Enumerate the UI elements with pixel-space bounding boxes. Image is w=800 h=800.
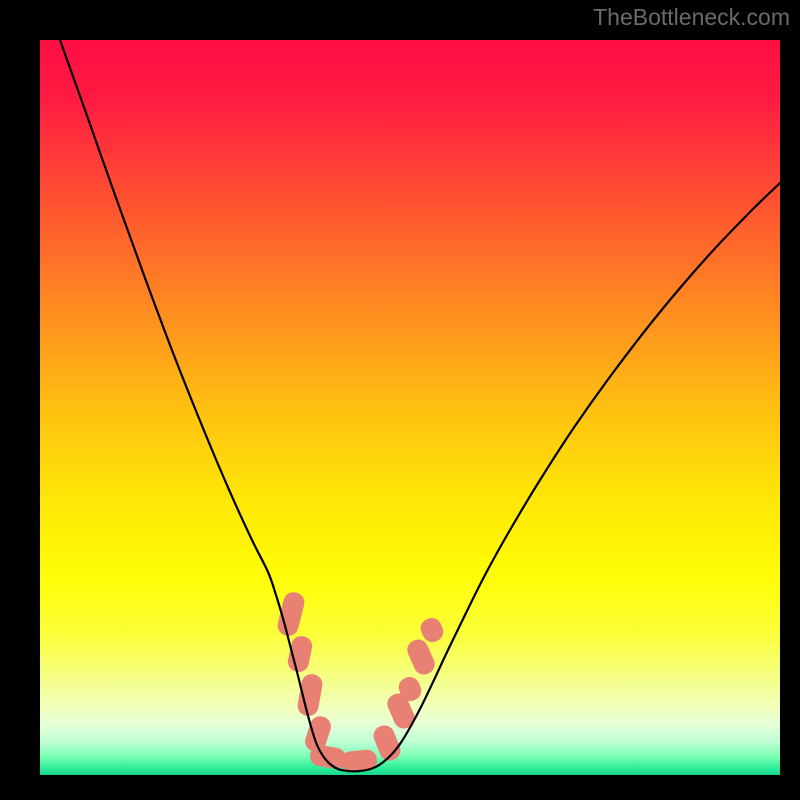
watermark-text: TheBottleneck.com: [593, 4, 790, 31]
plot-area: [40, 40, 780, 775]
gradient-background: [40, 40, 780, 775]
chart-frame: TheBottleneck.com: [0, 0, 800, 800]
